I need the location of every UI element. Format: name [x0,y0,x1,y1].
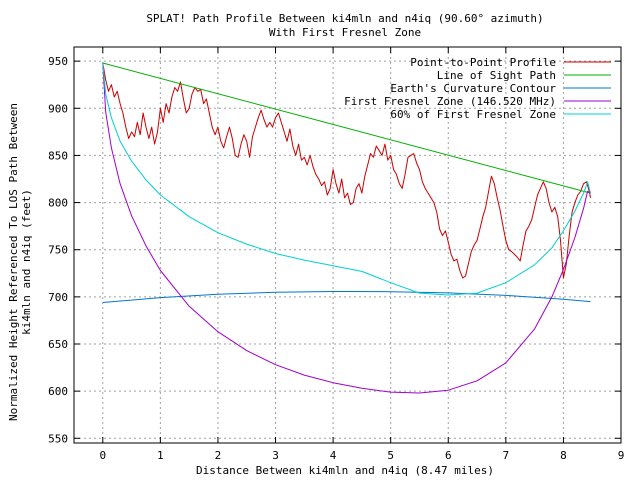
series-group [102,62,591,394]
y-tick-label: 600 [48,385,68,398]
series-line-2 [102,62,591,194]
x-tick-label: 6 [445,449,452,462]
x-tick-label: 8 [560,449,567,462]
axis-ticks: 0 1 2 3 4 5 6 7 8 9 550 600 650 700 750 800 850 900 950 [48,47,624,462]
chart-subtitle: With First Fresnel Zone [269,26,421,39]
x-tick-label: 7 [503,449,510,462]
x-tick-label: 3 [272,449,279,462]
x-tick-label: 2 [215,449,222,462]
legend-label-1: Point-to-Point Profile [410,56,556,69]
legend-label-3: Earth's Curvature Contour [390,82,556,95]
legend-label-5: 60% of First Fresnel Zone [390,108,556,121]
y-tick-label: 700 [48,291,68,304]
y-tick-label: 550 [48,432,68,445]
x-tick-label: 5 [387,449,394,462]
legend-label-4: First Fresnel Zone (146.520 MHz) [344,95,556,108]
plot-frame [73,46,622,444]
series-line-3 [102,291,591,303]
x-tick-label: 0 [99,449,106,462]
y-axis-label-line1: Normalized Height Referenced To LOS Path… [7,103,20,421]
series-line-1 [102,62,591,279]
x-tick-label: 1 [157,449,164,462]
y-axis-label-line2: ki4mln and n4iq (feet) [20,189,33,335]
legend-label-2: Line of Sight Path [437,69,556,82]
y-tick-label: 900 [48,102,68,115]
y-tick-label: 650 [48,338,68,351]
y-tick-label: 800 [48,197,68,210]
x-tick-label: 9 [618,449,625,462]
y-tick-label: 950 [48,55,68,68]
y-tick-label: 850 [48,149,68,162]
series-line-5 [102,62,591,296]
x-axis-label: Distance Between ki4mln and n4iq (8.47 m… [196,464,494,477]
series-line-4 [102,62,591,394]
x-tick-label: 4 [330,449,337,462]
y-tick-label: 750 [48,244,68,257]
chart-title: SPLAT! Path Profile Between ki4mln and n… [146,12,543,25]
